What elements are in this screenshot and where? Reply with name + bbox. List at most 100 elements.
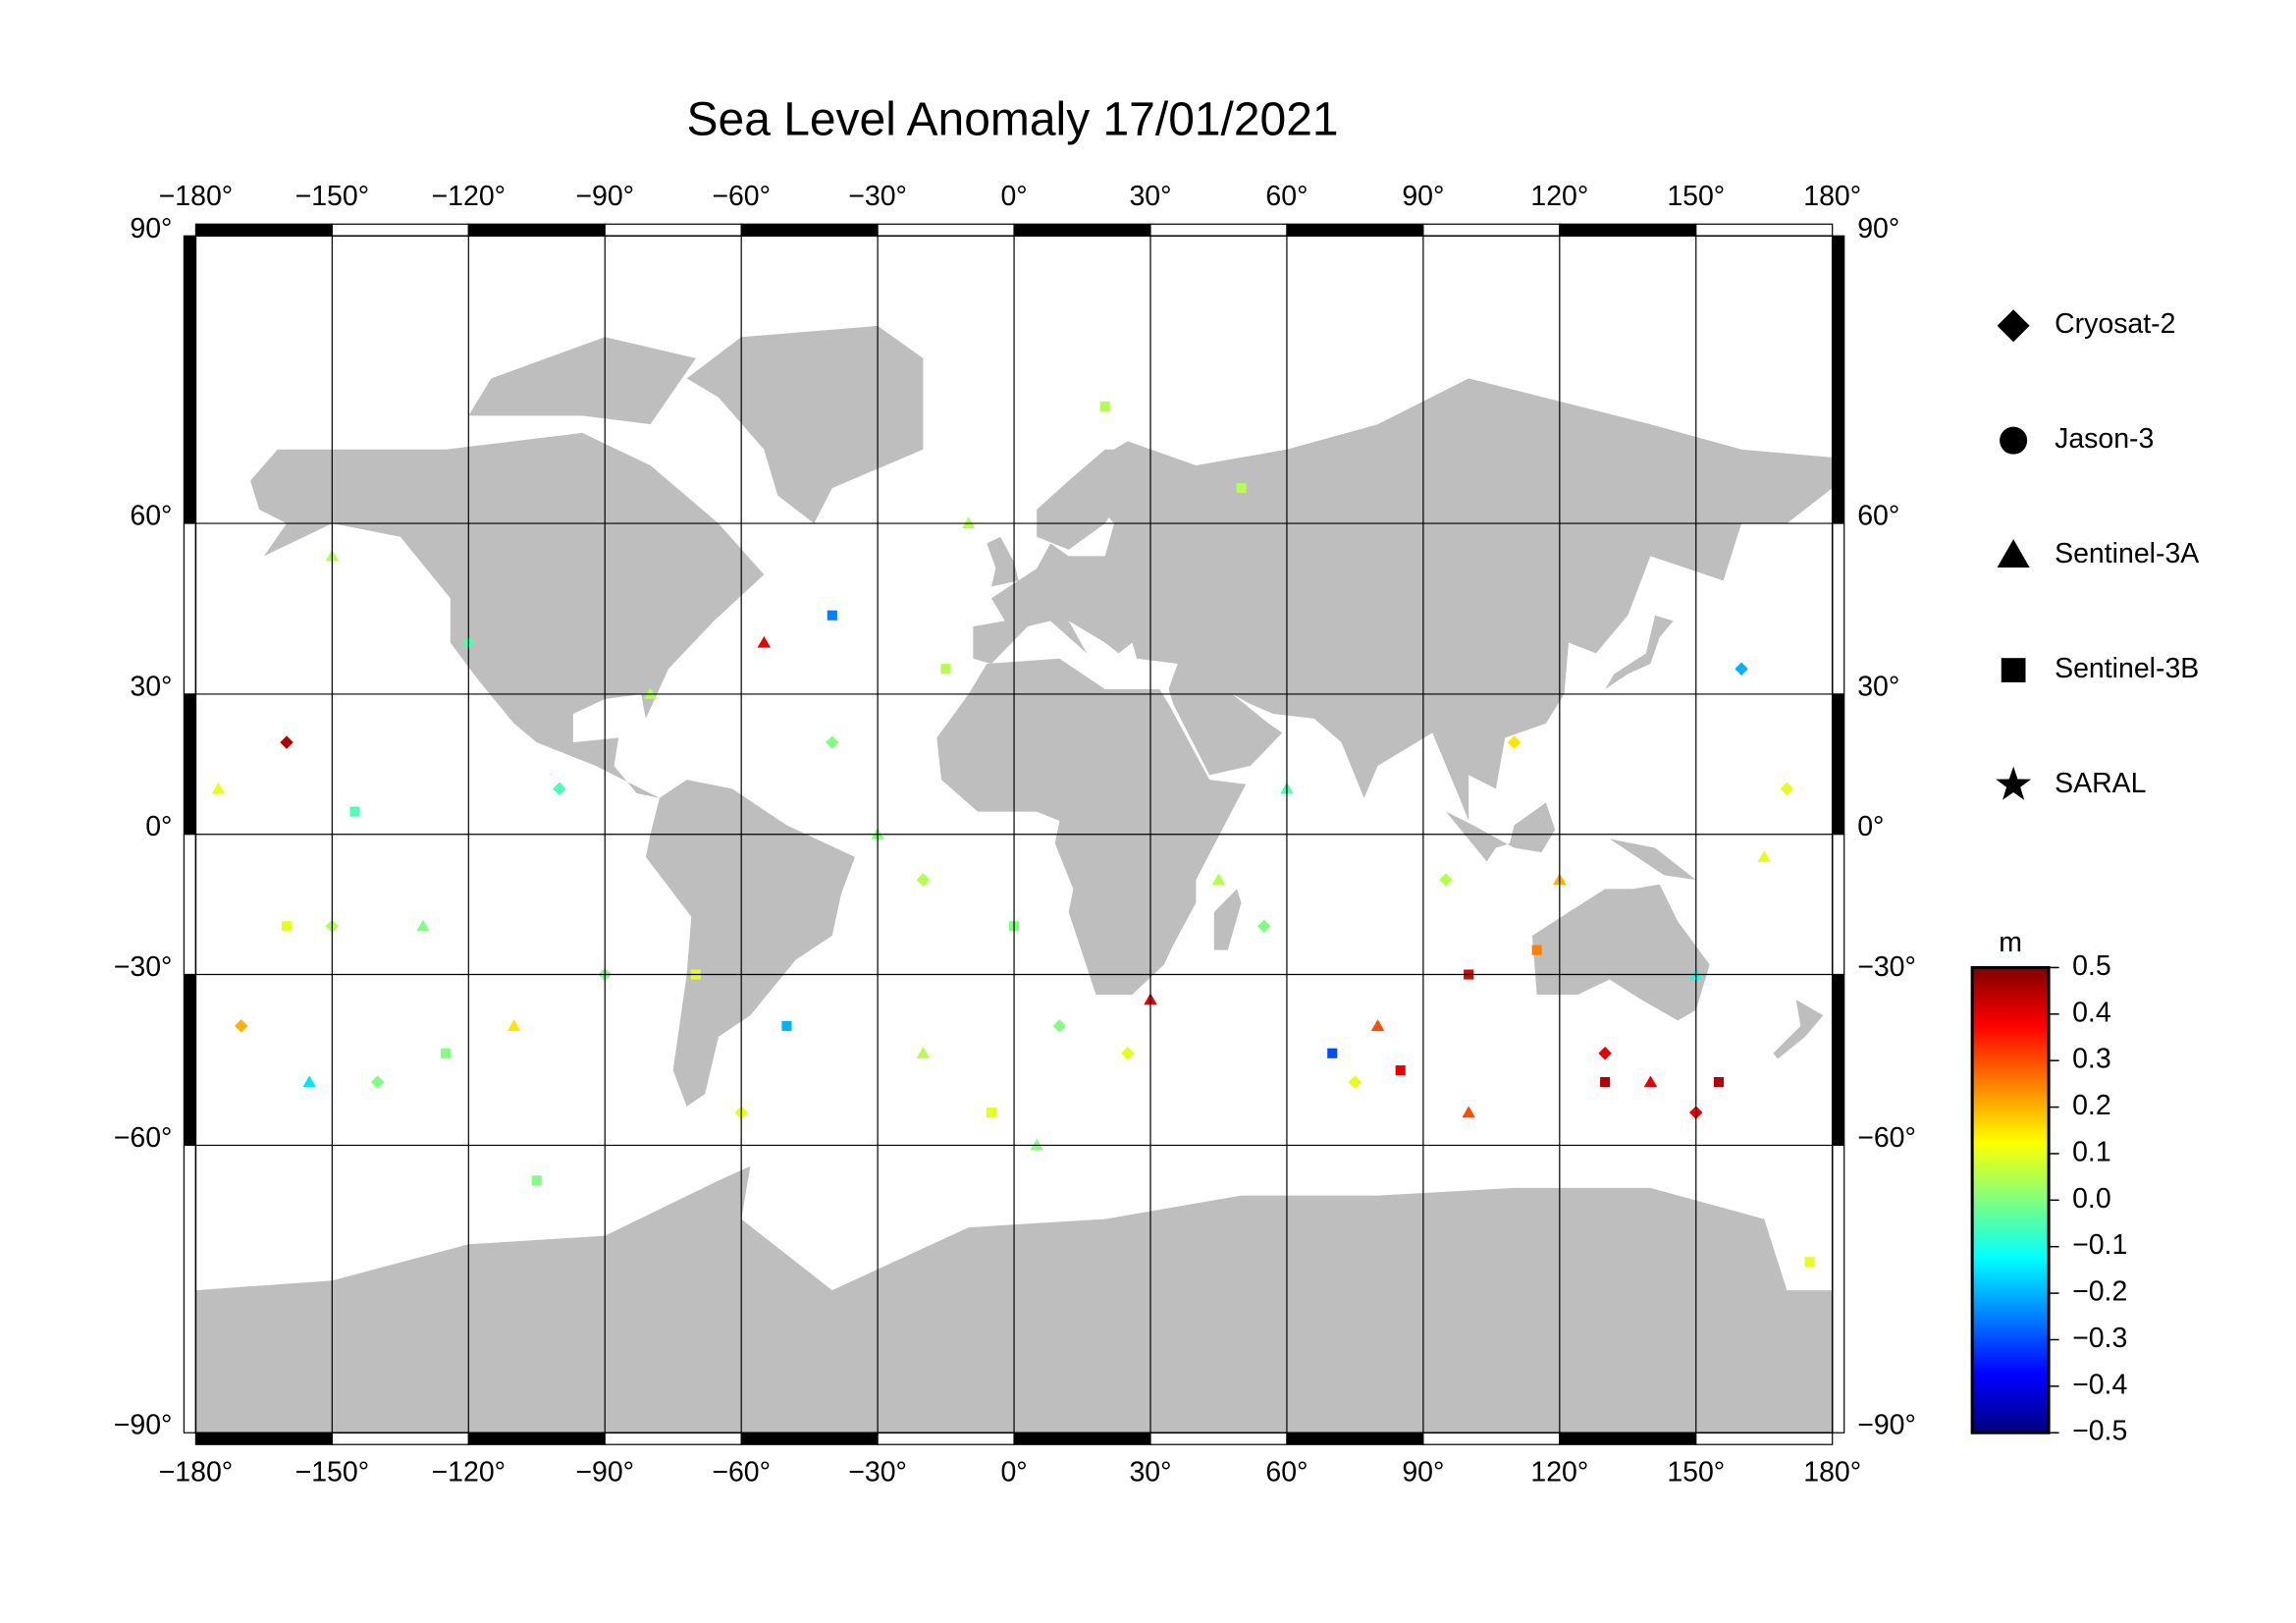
x-tick-label: 60° [1265,181,1308,212]
frame-bar [1832,1144,1845,1434]
frame-bar [183,235,197,524]
observation [1804,1257,1815,1268]
frame-bar [331,223,469,237]
legend-symbol [1997,539,2030,568]
observation [280,735,294,749]
observation [961,516,976,529]
frame-bar [1286,1432,1424,1445]
observation [1395,1065,1406,1076]
observation [441,1048,452,1058]
frame-bar [1013,223,1151,237]
x-tick-label: 0° [1000,1457,1027,1488]
observation [1757,850,1771,862]
legend-symbol [2000,426,2028,455]
y-tick-label: 90° [130,213,172,244]
madagascar [1213,889,1242,950]
y-tick-label: −90° [1857,1410,1916,1441]
x-tick-label: 120° [1530,1457,1588,1488]
observation [1099,402,1110,412]
legend-symbol [1996,766,2032,800]
observation [1327,1048,1338,1058]
colorbar [1970,965,2051,1434]
new-zealand [1773,1000,1824,1059]
observation [553,782,566,796]
frame-bar [1695,223,1834,237]
frame: −180° −180° −150° −150° −120° −120° −90° −90° −6… [114,181,2200,1488]
observation [234,1019,248,1033]
arctic-islands [468,337,696,425]
legend-symbol [2001,658,2026,682]
observation [281,921,293,932]
frame-bar [877,1432,1015,1445]
observation [349,806,360,817]
colorbar-tick-label: −0.1 [2072,1229,2127,1261]
observation [1531,945,1542,955]
x-tick-label: −90° [575,181,634,212]
frame-bar [740,1432,879,1445]
x-tick-label: −150° [295,1457,370,1488]
x-tick-label: 60° [1265,1457,1308,1488]
x-tick-label: 90° [1402,181,1444,212]
x-tick-label: 180° [1803,181,1861,212]
frame-bar [1832,834,1845,976]
observation [531,1175,542,1186]
frame-bar [1422,223,1561,237]
observation [940,664,951,675]
legend-label: Sentinel-3B [2055,653,2199,684]
new-guinea [1609,839,1696,881]
colorbar-tick-label: −0.3 [2072,1323,2127,1354]
frame-bar [604,223,742,237]
scandinavia [1037,449,1151,550]
y-tick-label: −90° [114,1410,173,1441]
colorbar-tick-label: 0.4 [2072,997,2111,1028]
x-tick-label: 30° [1129,181,1171,212]
x-tick-label: −30° [848,1457,907,1488]
x-tick-label: 150° [1667,181,1725,212]
frame-bar [1832,973,1845,1147]
y-tick-label: 30° [130,671,172,702]
observation [1507,735,1522,749]
colorbar-tick-label: 0.3 [2072,1044,2111,1075]
x-tick-label: 0° [1000,181,1027,212]
x-tick-label: 30° [1129,1457,1171,1488]
observation [211,782,226,794]
frame-bar [467,1432,606,1445]
frame-bar [183,693,197,836]
x-tick-label: 90° [1402,1457,1444,1488]
map-border [194,235,1834,1434]
observation [302,1075,316,1088]
y-tick-label: 30° [1857,671,1899,702]
observation [1370,1019,1385,1031]
observation [781,1020,792,1031]
legend-symbol [1997,309,2030,343]
frame-bar [1149,1432,1288,1445]
colorbar-tick-label: 0.2 [2072,1090,2111,1121]
y-tick-label: −60° [1857,1122,1916,1154]
frame-bar [1013,1432,1151,1445]
frame-bar [1559,1432,1697,1445]
britain [987,536,1019,587]
observation [507,1019,521,1031]
observation [986,1108,996,1118]
y-tick-label: −30° [114,951,173,983]
colorbar-tick-label: −0.4 [2072,1369,2127,1400]
frame-bar [877,223,1015,237]
y-tick-label: 0° [145,811,172,842]
observation [1780,782,1794,796]
x-tick-label: −180° [159,1457,234,1488]
frame-bar [604,1432,742,1445]
observation [757,635,772,648]
borneo-sumatra [1445,802,1556,862]
y-tick-label: −60° [114,1122,173,1154]
observation [826,735,839,749]
frame-bar [183,522,197,695]
eurasia [973,378,1833,821]
y-tick-label: −30° [1857,951,1916,983]
x-tick-label: 120° [1530,181,1588,212]
observation [1643,1075,1658,1088]
frame-bar [1832,235,1845,524]
y-tick-label: 60° [1857,501,1899,532]
frame-bar [1422,1432,1561,1445]
observation [1030,1138,1043,1151]
